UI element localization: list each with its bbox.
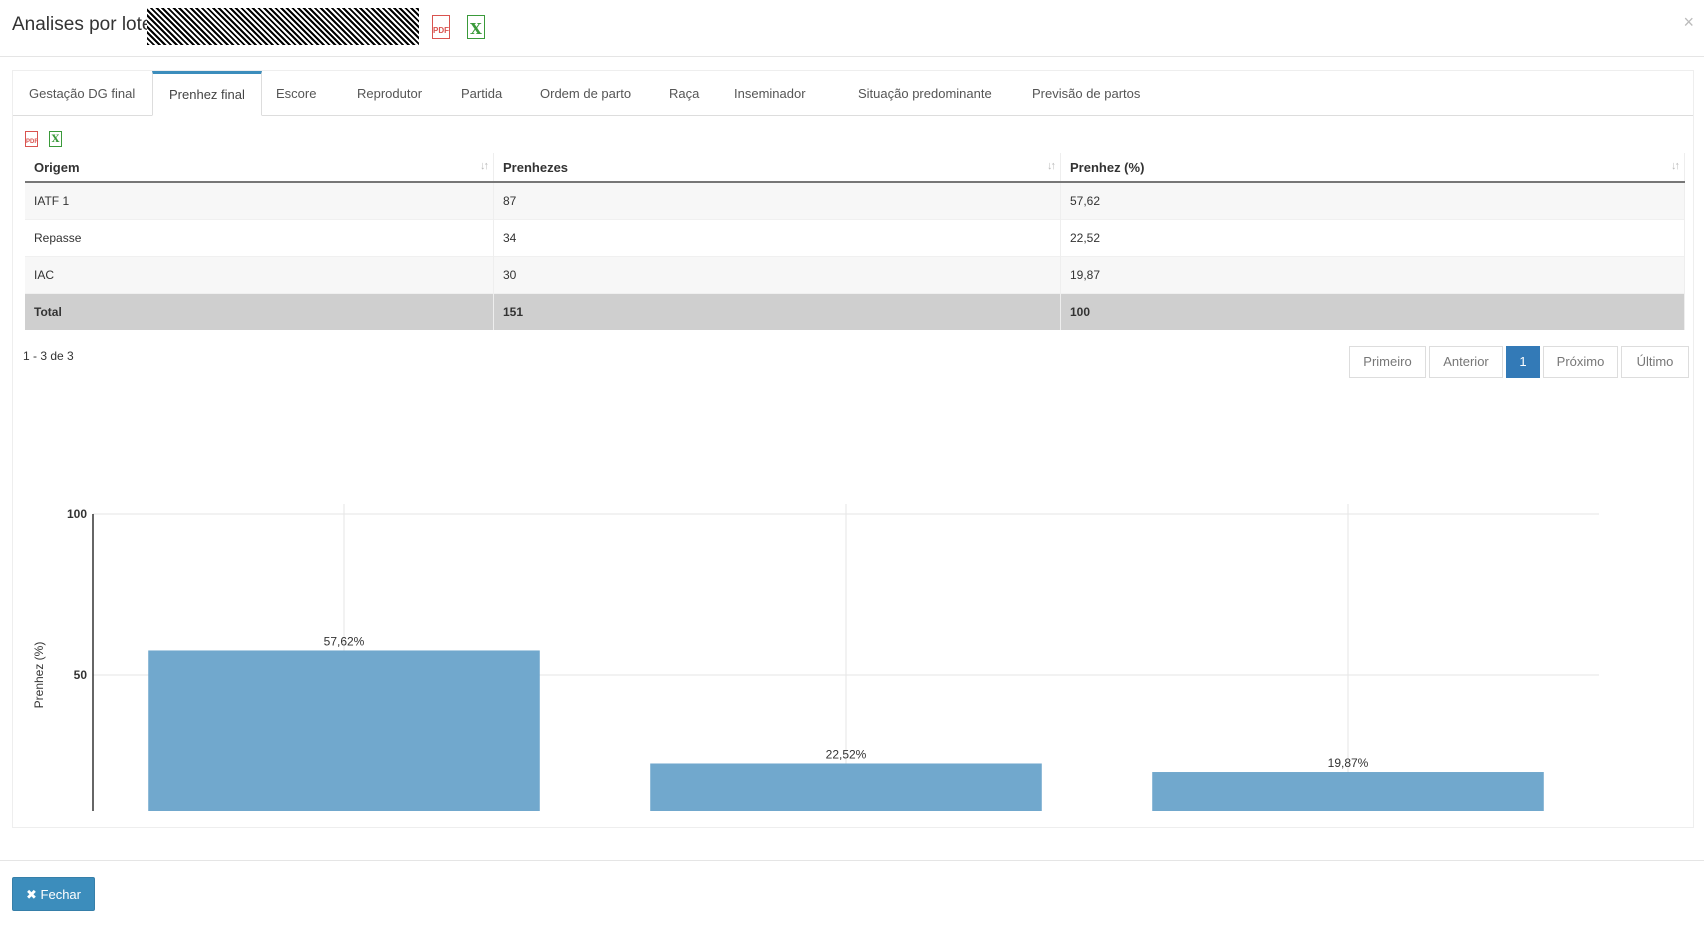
pager-next-button[interactable]: Próximo [1543, 346, 1618, 378]
cell-prenhez-pct: 19,87 [1060, 256, 1685, 294]
cell-prenhez-pct: 22,52 [1060, 219, 1685, 257]
close-icon[interactable]: × [1683, 12, 1694, 32]
sort-icon[interactable]: ↓↑ [480, 160, 489, 172]
cell-origem: Repasse [25, 219, 494, 257]
sort-icon[interactable]: ↓↑ [1047, 160, 1056, 172]
tab-gestacao-dg-final[interactable]: Gestação DG final [29, 86, 136, 101]
tab-escore[interactable]: Escore [276, 86, 317, 101]
fechar-button[interactable]: ✖ Fechar [12, 877, 95, 911]
tab-previsao-de-partos[interactable]: Previsão de partos [1032, 86, 1141, 101]
pager-last-button[interactable]: Último [1621, 346, 1689, 378]
pagination-info: 1 - 3 de 3 [23, 349, 74, 363]
total-prenhez-pct: 100 [1060, 293, 1685, 330]
cell-prenhezes: 30 [493, 256, 1061, 294]
y-tick-label: 50 [74, 668, 88, 682]
cell-prenhezes: 34 [493, 219, 1061, 257]
column-header-prenhezes[interactable]: Prenhezes ↓↑ [493, 153, 1061, 183]
modal-header: Analises por lotes PDF X × [0, 0, 1704, 57]
pager-page-1-button[interactable]: 1 [1506, 346, 1540, 378]
tab-situacao-predominante[interactable]: Situação predominante [858, 86, 992, 101]
table-row: Repasse 34 22,52 [25, 219, 1685, 257]
cell-origem: IAC [25, 256, 494, 294]
export-excel-icon[interactable]: X [49, 131, 62, 147]
pdf-icon[interactable]: PDF [432, 15, 450, 39]
tab-reprodutor[interactable]: Reprodutor [357, 86, 423, 101]
tab-prenhez-final[interactable]: Prenhez final [152, 71, 262, 116]
redacted-lot-name [147, 8, 419, 45]
bar [148, 650, 540, 811]
total-label: Total [25, 293, 494, 330]
cell-origem: IATF 1 [25, 181, 494, 220]
tab-panel: Gestação DG final Prenhez final Escore R… [12, 70, 1694, 828]
bar-chart: 05010057,62%IATF 122,52%Repasse19,87%IAC… [32, 504, 1599, 811]
y-tick-label: 100 [67, 507, 87, 521]
data-label: 22,52% [826, 747, 867, 761]
bar [1152, 772, 1544, 811]
results-table: Origem ↓↑ Prenhezes ↓↑ Prenhez (%) ↓↑ IATF … [25, 153, 1685, 330]
column-header-origem[interactable]: Origem ↓↑ [25, 153, 494, 183]
tab-raca[interactable]: Raça [669, 86, 700, 101]
cell-prenhezes: 87 [493, 181, 1061, 220]
tab-inseminador[interactable]: Inseminador [734, 86, 806, 101]
table-header-row: Origem ↓↑ Prenhezes ↓↑ Prenhez (%) ↓↑ [25, 153, 1685, 183]
excel-icon[interactable]: X [467, 15, 485, 39]
pager-prev-button[interactable]: Anterior [1429, 346, 1503, 378]
bar [650, 763, 1042, 811]
y-axis-title: Prenhez (%) [32, 642, 46, 709]
data-label: 57,62% [324, 634, 365, 648]
tab-bar: Gestação DG final Prenhez final Escore R… [13, 71, 1693, 116]
column-header-prenhez-pct[interactable]: Prenhez (%) ↓↑ [1060, 153, 1685, 183]
table-total-row: Total 151 100 [25, 293, 1685, 330]
modal-title: Analises por lotes [12, 14, 162, 35]
data-label: 19,87% [1328, 756, 1369, 770]
times-icon: ✖ [26, 887, 37, 902]
footer-divider [0, 860, 1704, 861]
tab-ordem-de-parto[interactable]: Ordem de parto [540, 86, 632, 101]
cell-prenhez-pct: 57,62 [1060, 181, 1685, 220]
total-prenhezes: 151 [493, 293, 1061, 330]
table-row: IATF 1 87 57,62 [25, 181, 1685, 220]
tab-partida[interactable]: Partida [461, 86, 503, 101]
export-pdf-icon[interactable]: PDF [25, 131, 38, 147]
pager-first-button[interactable]: Primeiro [1349, 346, 1426, 378]
sort-icon[interactable]: ↓↑ [1671, 160, 1680, 172]
table-row: IAC 30 19,87 [25, 256, 1685, 294]
